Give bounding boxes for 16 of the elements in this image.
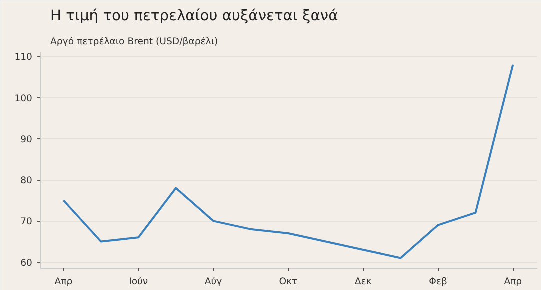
y-tick-label: 70 bbox=[20, 216, 33, 228]
x-tick-label: Απρ bbox=[504, 276, 522, 288]
x-tick-label: Αύγ bbox=[204, 276, 223, 288]
y-tick-label: 90 bbox=[20, 134, 33, 146]
y-tick-label: 80 bbox=[20, 176, 33, 187]
chart-subtitle: Αργό πετρέλαιο Brent (USD/βαρέλι) bbox=[50, 36, 218, 48]
chart-title: Η τιμή του πετρελαίου αυξάνεται ξανά bbox=[50, 8, 338, 24]
x-tick-label: Ιούν bbox=[129, 276, 148, 288]
line-series bbox=[62, 64, 514, 260]
x-tick-label: Απρ bbox=[54, 276, 73, 288]
x-tick-label: Οκτ bbox=[279, 276, 298, 288]
y-tick-label: 110 bbox=[14, 52, 33, 64]
x-tick-label: Δεκ bbox=[354, 276, 372, 288]
x-tick-label: Φεβ bbox=[429, 276, 448, 288]
y-tick-label: 100 bbox=[14, 93, 33, 104]
y-tick-label: 60 bbox=[20, 258, 33, 269]
